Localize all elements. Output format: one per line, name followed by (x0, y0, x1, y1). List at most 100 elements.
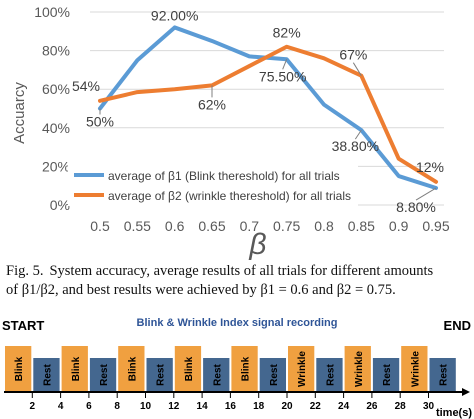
data-label: 38.80% (332, 138, 379, 154)
timeline-block-label: Rest (99, 363, 110, 385)
timeline-tick-label: 30 (423, 401, 435, 412)
data-label-leader (415, 187, 437, 201)
timeline-ticks: 2 4 6 8 10 12 14 16 18 20 22 24 26 28 30 (30, 392, 435, 412)
x-tick-label: 0.6 (165, 218, 185, 234)
caption-line-1: Fig. 5. System accuracy, average results … (6, 262, 470, 281)
timeline-blocks: Blink Rest Blink Rest Blink Rest Blink Rest Blin… (5, 346, 456, 392)
figure-caption: Fig. 5. System accuracy, average results … (6, 262, 470, 300)
timeline-block (174, 346, 202, 392)
caption-figure-label: Fig. 5. (6, 263, 44, 279)
timeline-block (429, 358, 456, 392)
data-label-leader (352, 62, 362, 76)
y-tick-label: 40% (42, 120, 70, 136)
timeline-tick-label: 28 (395, 401, 407, 412)
timeline-tick-label: 20 (281, 401, 293, 412)
timeline-block-label: Rest (42, 363, 53, 385)
x-tick-label: 0.55 (124, 218, 151, 234)
timeline-block-label: Rest (382, 363, 393, 385)
timeline-block (118, 346, 145, 392)
timeline-block (316, 358, 343, 392)
timeline-tick-label: 18 (253, 401, 265, 412)
data-labels: 92.00% 54% 50% 62% 82% 75.50% 67% 38.80% 12% 8.80… (72, 7, 444, 215)
legend-label-1: average of β1 (Blink thereshold) for all… (108, 169, 340, 183)
recording-timeline: START Blink & Wrinkle Index signal recor… (2, 317, 472, 419)
x-axis-ticks: 0.5 0.55 0.6 0.65 0.7 0.75 0.8 0.85 0.9 0.95 (90, 218, 450, 234)
timeline-block (401, 346, 428, 392)
y-axis-label: Accuarcy (11, 82, 28, 144)
timeline-tick-label: 2 (30, 401, 36, 412)
legend-label-2: average of β2 (wrinkle thereshold) for a… (108, 189, 351, 203)
timeline-block-label: Wrinkle (297, 351, 308, 387)
y-axis-ticks: 0% 20% 40% 60% 80% 100% (34, 4, 70, 213)
series-line-2 (98, 44, 438, 184)
data-label-leader (282, 59, 288, 70)
data-label: 12% (416, 159, 444, 175)
y-tick-label: 0% (50, 197, 70, 213)
timeline-tick-label: 16 (225, 401, 237, 412)
timeline-block-label: Rest (439, 363, 450, 385)
timeline-tick-label: 22 (310, 401, 322, 412)
accuracy-chart: 0% 20% 40% 60% 80% 100% 0.5 0.55 0.6 0.65 0.7 0.75… (11, 4, 450, 261)
timeline-block-label: Blink (241, 356, 252, 381)
timeline-end-label: END (444, 318, 471, 333)
timeline-block-label: Wrinkle (354, 351, 365, 387)
legend-background (68, 162, 358, 206)
timeline-block (89, 358, 117, 392)
timeline-tick-label: 10 (140, 401, 152, 412)
timeline-block (61, 346, 88, 392)
x-tick-label: 0.95 (422, 218, 449, 234)
x-axis-label: β (248, 228, 266, 261)
timeline-tick-label: 8 (114, 401, 120, 412)
data-label: 8.80% (396, 199, 436, 215)
data-label: 50% (86, 114, 114, 130)
caption-line-2: of β1/β2, and best results were achieved… (6, 282, 396, 298)
x-tick-label: 0.8 (314, 218, 334, 234)
timeline-block-label: Rest (156, 363, 167, 385)
timeline-axis-arrow (462, 388, 470, 396)
timeline-block-label: Wrinkle (410, 351, 421, 387)
timeline-block (33, 358, 60, 392)
timeline-block (372, 358, 400, 392)
x-tick-label: 0.9 (389, 218, 409, 234)
timeline-block (288, 346, 315, 392)
timeline-block-label: Blink (71, 356, 82, 381)
x-tick-label: 0.75 (273, 218, 300, 234)
data-label: 75.50% (259, 68, 306, 84)
data-label: 92.00% (151, 7, 198, 23)
timeline-tick-label: 14 (197, 401, 209, 412)
timeline-block-label: Rest (212, 363, 223, 385)
timeline-block (344, 346, 371, 392)
chart-series (98, 25, 438, 191)
data-label: 62% (198, 96, 226, 112)
x-tick-label: 0.7 (240, 218, 260, 234)
timeline-axis-label: time(s) (436, 407, 472, 419)
timeline-tick-label: 4 (58, 401, 64, 412)
timeline-start-label: START (2, 318, 44, 333)
x-tick-label: 0.65 (198, 218, 225, 234)
timeline-block (5, 346, 32, 392)
timeline-block (203, 358, 230, 392)
x-tick-label: 0.85 (348, 218, 375, 234)
timeline-block-label: Rest (269, 363, 280, 385)
x-tick-label: 0.5 (90, 218, 110, 234)
data-label: 82% (273, 25, 301, 41)
timeline-block (259, 358, 286, 392)
timeline-block-label: Rest (325, 363, 336, 385)
timeline-block-label: Blink (127, 356, 138, 381)
data-label: 67% (339, 47, 367, 63)
timeline-tick-label: 26 (366, 401, 378, 412)
timeline-block-label: Blink (184, 356, 195, 381)
timeline-tick-label: 12 (168, 401, 180, 412)
timeline-block (146, 358, 173, 392)
data-label-leader (354, 129, 362, 140)
y-tick-label: 60% (42, 81, 70, 97)
timeline-tick-label: 6 (86, 401, 92, 412)
timeline-title: Blink & Wrinkle Index signal recording (137, 317, 338, 329)
timeline-tick-label: 24 (338, 401, 350, 412)
y-tick-label: 100% (34, 4, 70, 20)
caption-text-1: System accuracy, average results of all … (49, 263, 434, 279)
data-label: 54% (72, 78, 100, 94)
chart-legend: average of β1 (Blink thereshold) for all… (68, 162, 358, 206)
y-tick-label: 20% (42, 158, 70, 174)
y-tick-label: 80% (42, 43, 70, 59)
